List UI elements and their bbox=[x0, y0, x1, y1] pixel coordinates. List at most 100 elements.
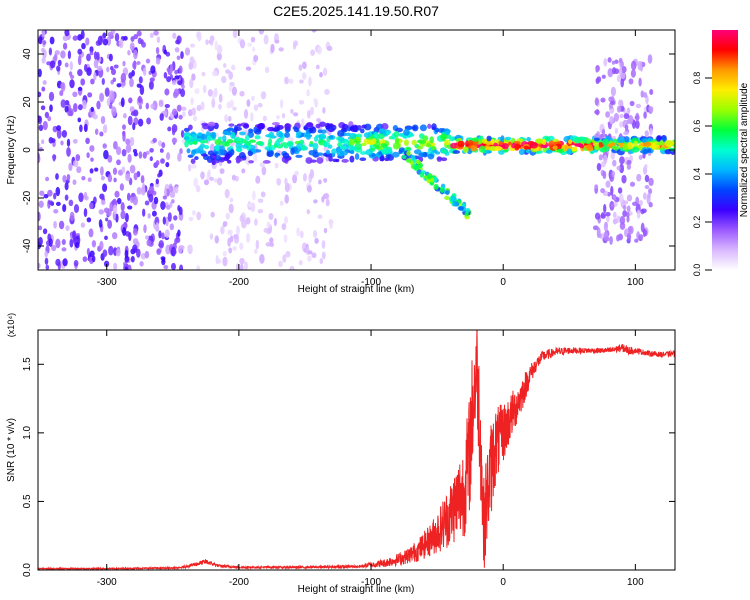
spectrogram-cell bbox=[38, 200, 44, 208]
spectrogram-cell bbox=[649, 127, 653, 136]
spectrogram-cell bbox=[302, 61, 307, 70]
spectrogram-cell bbox=[634, 238, 639, 243]
spectrogram-cell bbox=[156, 36, 161, 43]
spectrogram-cell bbox=[356, 136, 361, 141]
spectrogram-cell bbox=[241, 144, 249, 149]
spectrogram-cell bbox=[619, 156, 625, 165]
spectrogram-cell bbox=[611, 170, 615, 178]
spectrogram-cell bbox=[319, 121, 327, 127]
spectrogram-cell bbox=[610, 86, 617, 97]
spectrogram-cell bbox=[641, 138, 648, 143]
spectrogram-cell bbox=[427, 173, 433, 179]
spectrogram-cell bbox=[613, 112, 620, 122]
spectrogram-cell bbox=[174, 47, 180, 53]
spectrogram-cell bbox=[228, 85, 233, 92]
spectrogram-cell bbox=[452, 200, 459, 207]
spectrogram-cell bbox=[284, 123, 291, 131]
spectrogram-cell bbox=[174, 75, 180, 80]
spectrogram-cell bbox=[622, 210, 628, 218]
spectrogram-cell bbox=[106, 98, 111, 107]
spectrogram-cell bbox=[107, 219, 113, 229]
spectrogram-cell bbox=[56, 125, 62, 131]
spectrogram-cell bbox=[281, 113, 286, 119]
spectrogram-cell bbox=[123, 35, 128, 41]
spectrogram-cell bbox=[552, 145, 558, 150]
spectrogram-cell bbox=[594, 143, 600, 151]
spectrogram-cell bbox=[647, 192, 651, 199]
spectrogram-cell bbox=[600, 188, 606, 194]
spectrogram-cell bbox=[114, 190, 120, 198]
spectrogram-cell bbox=[122, 132, 126, 142]
spectrogram-cell bbox=[341, 123, 349, 129]
spectrogram-cell bbox=[303, 126, 308, 130]
spectrogram-cell bbox=[72, 230, 77, 240]
spectrogram-cell bbox=[282, 152, 290, 159]
spectrogram-cell bbox=[86, 217, 92, 223]
spectrogram-cell bbox=[253, 152, 258, 162]
spectrogram-cell bbox=[413, 149, 422, 155]
spectrogram-cell bbox=[139, 261, 144, 267]
spectrogram-cell bbox=[152, 137, 157, 143]
spectrogram-cell bbox=[500, 135, 505, 143]
spectrogram-cell bbox=[391, 151, 400, 158]
spectrogram-cell bbox=[215, 132, 220, 138]
spectrogram-cell bbox=[321, 251, 326, 260]
spectrogram-cell bbox=[257, 123, 265, 130]
spectrogram-cell bbox=[122, 227, 127, 236]
spectrogram-cell bbox=[284, 177, 288, 185]
spectrogram-cell bbox=[251, 149, 257, 153]
spectrogram-cell bbox=[46, 61, 52, 66]
spectrogram-cell bbox=[38, 225, 43, 231]
spectrogram-cell bbox=[181, 111, 186, 118]
spectrogram-cell bbox=[530, 142, 538, 149]
spectrogram-cell bbox=[89, 250, 95, 258]
spectrogram-cell bbox=[398, 147, 405, 153]
spectrogram-cell bbox=[234, 136, 241, 142]
spectrogram-cell bbox=[377, 133, 385, 140]
spectrogram-cell bbox=[302, 173, 307, 182]
spectrogram-cell bbox=[248, 128, 254, 133]
spectrogram-cell bbox=[313, 98, 317, 104]
spectrogram-cell bbox=[246, 99, 251, 107]
spectrogram-cell bbox=[324, 88, 330, 95]
spectrogram-cell bbox=[77, 117, 82, 123]
spectrogram-cell bbox=[444, 195, 450, 201]
spectrogram-cell bbox=[155, 46, 160, 55]
spectrogram-cell bbox=[393, 130, 400, 138]
spectrogram-cell bbox=[599, 147, 605, 153]
spectrogram-cell bbox=[274, 152, 279, 158]
spectrogram-cell bbox=[112, 232, 118, 240]
spectrogram-cell bbox=[630, 69, 636, 78]
spectrogram-cell bbox=[632, 201, 638, 206]
spectrogram-cell bbox=[308, 76, 312, 87]
spectrogram-cell bbox=[72, 91, 78, 98]
spectrogram-cell bbox=[262, 160, 271, 164]
spectrogram-cell bbox=[312, 142, 319, 150]
spectrogram-cell bbox=[526, 136, 531, 142]
spectrogram-cell bbox=[311, 252, 317, 259]
spectrogram-cell bbox=[445, 190, 450, 195]
spectrogram-cell bbox=[278, 260, 283, 268]
spectrogram-cell bbox=[86, 53, 91, 62]
spectrogram-cell bbox=[82, 256, 88, 262]
spectrogram-cell bbox=[210, 131, 217, 139]
spectrogram-cell bbox=[254, 135, 261, 140]
spectrogram-cell bbox=[299, 79, 304, 84]
spectrogram-cell bbox=[177, 229, 181, 237]
spectrogram-cell bbox=[72, 160, 79, 168]
spectrogram-cell bbox=[270, 43, 275, 53]
spectrogram-cell bbox=[431, 123, 437, 130]
spectrogram-cell bbox=[211, 98, 216, 109]
spectrogram-cell bbox=[132, 61, 137, 70]
spectrogram-cell bbox=[56, 128, 62, 139]
spectrogram-cell bbox=[216, 44, 223, 55]
spectrogram-cell bbox=[306, 184, 312, 193]
spectrogram-cell bbox=[73, 102, 78, 113]
spectrogram-cell bbox=[319, 258, 324, 265]
spectrogram-cell bbox=[385, 131, 390, 136]
spectrogram-cell bbox=[108, 53, 113, 62]
spectrogram-cell bbox=[264, 66, 270, 74]
spectrogram-cell bbox=[255, 175, 261, 184]
spectrogram-cell bbox=[430, 142, 436, 147]
spectrogram-cell bbox=[257, 198, 264, 203]
